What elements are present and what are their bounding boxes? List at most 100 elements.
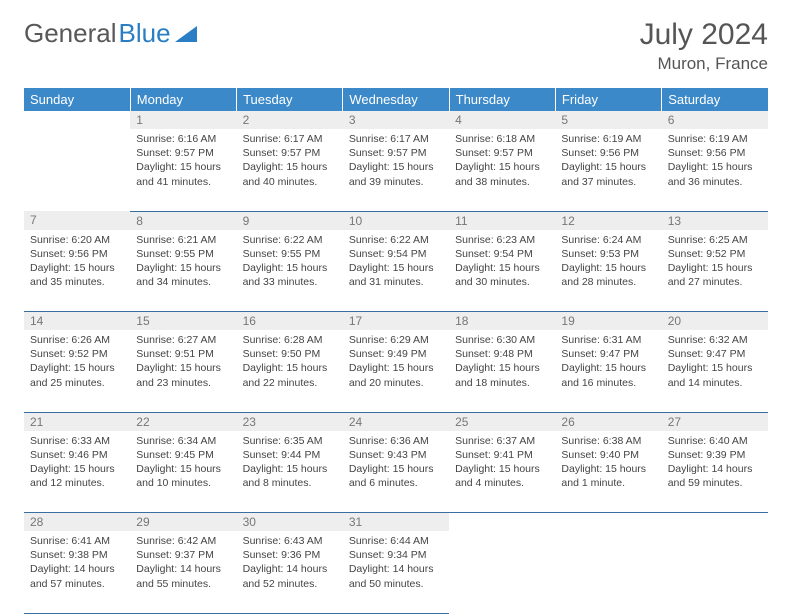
day-number-cell: 28 bbox=[24, 513, 130, 532]
day-body-row: Sunrise: 6:20 AMSunset: 9:56 PMDaylight:… bbox=[24, 230, 768, 312]
day-body-cell: Sunrise: 6:26 AMSunset: 9:52 PMDaylight:… bbox=[24, 330, 130, 412]
location: Muron, France bbox=[640, 54, 768, 74]
day-number-cell: 20 bbox=[662, 312, 768, 331]
day-number-cell: 14 bbox=[24, 312, 130, 331]
day-details: Sunrise: 6:44 AMSunset: 9:34 PMDaylight:… bbox=[343, 531, 449, 597]
weekday-header: Monday bbox=[130, 88, 236, 111]
day-body-cell: Sunrise: 6:17 AMSunset: 9:57 PMDaylight:… bbox=[343, 129, 449, 211]
day-details: Sunrise: 6:28 AMSunset: 9:50 PMDaylight:… bbox=[237, 330, 343, 396]
day-number-cell: 29 bbox=[130, 513, 236, 532]
day-details: Sunrise: 6:30 AMSunset: 9:48 PMDaylight:… bbox=[449, 330, 555, 396]
day-number-cell: 30 bbox=[237, 513, 343, 532]
weekday-header: Sunday bbox=[24, 88, 130, 111]
day-details: Sunrise: 6:34 AMSunset: 9:45 PMDaylight:… bbox=[130, 431, 236, 497]
day-body-cell: Sunrise: 6:22 AMSunset: 9:54 PMDaylight:… bbox=[343, 230, 449, 312]
day-number-cell: 7 bbox=[24, 211, 130, 230]
day-details: Sunrise: 6:16 AMSunset: 9:57 PMDaylight:… bbox=[130, 129, 236, 195]
day-body-cell: Sunrise: 6:16 AMSunset: 9:57 PMDaylight:… bbox=[130, 129, 236, 211]
day-number-row: 28293031 bbox=[24, 513, 768, 532]
day-number-cell bbox=[24, 111, 130, 129]
day-body-cell: Sunrise: 6:43 AMSunset: 9:36 PMDaylight:… bbox=[237, 531, 343, 613]
day-body-cell: Sunrise: 6:17 AMSunset: 9:57 PMDaylight:… bbox=[237, 129, 343, 211]
month-title: July 2024 bbox=[640, 18, 768, 52]
day-number-cell: 11 bbox=[449, 211, 555, 230]
weekday-header: Tuesday bbox=[237, 88, 343, 111]
day-details: Sunrise: 6:21 AMSunset: 9:55 PMDaylight:… bbox=[130, 230, 236, 296]
day-details: Sunrise: 6:37 AMSunset: 9:41 PMDaylight:… bbox=[449, 431, 555, 497]
day-details: Sunrise: 6:19 AMSunset: 9:56 PMDaylight:… bbox=[555, 129, 661, 195]
day-body-cell: Sunrise: 6:36 AMSunset: 9:43 PMDaylight:… bbox=[343, 431, 449, 513]
day-number-cell: 4 bbox=[449, 111, 555, 129]
day-number-cell bbox=[555, 513, 661, 532]
day-body-cell: Sunrise: 6:34 AMSunset: 9:45 PMDaylight:… bbox=[130, 431, 236, 513]
day-details: Sunrise: 6:24 AMSunset: 9:53 PMDaylight:… bbox=[555, 230, 661, 296]
weekday-header: Thursday bbox=[449, 88, 555, 111]
day-body-cell: Sunrise: 6:31 AMSunset: 9:47 PMDaylight:… bbox=[555, 330, 661, 412]
day-number-cell: 2 bbox=[237, 111, 343, 129]
day-body-cell: Sunrise: 6:42 AMSunset: 9:37 PMDaylight:… bbox=[130, 531, 236, 613]
day-body-cell: Sunrise: 6:29 AMSunset: 9:49 PMDaylight:… bbox=[343, 330, 449, 412]
day-number-cell: 9 bbox=[237, 211, 343, 230]
day-body-row: Sunrise: 6:33 AMSunset: 9:46 PMDaylight:… bbox=[24, 431, 768, 513]
day-number-row: 14151617181920 bbox=[24, 312, 768, 331]
day-number-cell: 3 bbox=[343, 111, 449, 129]
day-number-cell: 8 bbox=[130, 211, 236, 230]
logo: GeneralBlue bbox=[24, 18, 197, 49]
day-number-cell: 22 bbox=[130, 412, 236, 431]
day-details: Sunrise: 6:36 AMSunset: 9:43 PMDaylight:… bbox=[343, 431, 449, 497]
day-body-cell: Sunrise: 6:22 AMSunset: 9:55 PMDaylight:… bbox=[237, 230, 343, 312]
day-body-cell: Sunrise: 6:32 AMSunset: 9:47 PMDaylight:… bbox=[662, 330, 768, 412]
day-details: Sunrise: 6:32 AMSunset: 9:47 PMDaylight:… bbox=[662, 330, 768, 396]
day-number-cell: 10 bbox=[343, 211, 449, 230]
day-details: Sunrise: 6:27 AMSunset: 9:51 PMDaylight:… bbox=[130, 330, 236, 396]
day-body-cell: Sunrise: 6:30 AMSunset: 9:48 PMDaylight:… bbox=[449, 330, 555, 412]
day-details: Sunrise: 6:43 AMSunset: 9:36 PMDaylight:… bbox=[237, 531, 343, 597]
day-number-cell: 27 bbox=[662, 412, 768, 431]
day-number-cell: 12 bbox=[555, 211, 661, 230]
day-body-cell: Sunrise: 6:35 AMSunset: 9:44 PMDaylight:… bbox=[237, 431, 343, 513]
day-body-cell: Sunrise: 6:23 AMSunset: 9:54 PMDaylight:… bbox=[449, 230, 555, 312]
day-body-row: Sunrise: 6:16 AMSunset: 9:57 PMDaylight:… bbox=[24, 129, 768, 211]
day-details: Sunrise: 6:35 AMSunset: 9:44 PMDaylight:… bbox=[237, 431, 343, 497]
calendar-table: SundayMondayTuesdayWednesdayThursdayFrid… bbox=[24, 88, 768, 614]
day-number-cell: 6 bbox=[662, 111, 768, 129]
day-number-cell: 23 bbox=[237, 412, 343, 431]
calendar-head: SundayMondayTuesdayWednesdayThursdayFrid… bbox=[24, 88, 768, 111]
weekday-header: Saturday bbox=[662, 88, 768, 111]
day-body-cell bbox=[555, 531, 661, 613]
day-body-cell: Sunrise: 6:38 AMSunset: 9:40 PMDaylight:… bbox=[555, 431, 661, 513]
calendar-body: 123456Sunrise: 6:16 AMSunset: 9:57 PMDay… bbox=[24, 111, 768, 613]
day-number-cell: 1 bbox=[130, 111, 236, 129]
day-number-cell: 13 bbox=[662, 211, 768, 230]
day-body-cell: Sunrise: 6:24 AMSunset: 9:53 PMDaylight:… bbox=[555, 230, 661, 312]
day-number-cell bbox=[662, 513, 768, 532]
day-body-row: Sunrise: 6:41 AMSunset: 9:38 PMDaylight:… bbox=[24, 531, 768, 613]
day-details: Sunrise: 6:31 AMSunset: 9:47 PMDaylight:… bbox=[555, 330, 661, 396]
title-block: July 2024 Muron, France bbox=[640, 18, 768, 74]
day-details: Sunrise: 6:38 AMSunset: 9:40 PMDaylight:… bbox=[555, 431, 661, 497]
day-body-cell: Sunrise: 6:41 AMSunset: 9:38 PMDaylight:… bbox=[24, 531, 130, 613]
day-number-cell: 21 bbox=[24, 412, 130, 431]
day-details: Sunrise: 6:33 AMSunset: 9:46 PMDaylight:… bbox=[24, 431, 130, 497]
logo-text-1: General bbox=[24, 18, 117, 49]
day-number-cell: 26 bbox=[555, 412, 661, 431]
day-body-cell: Sunrise: 6:40 AMSunset: 9:39 PMDaylight:… bbox=[662, 431, 768, 513]
day-number-cell: 5 bbox=[555, 111, 661, 129]
day-details: Sunrise: 6:42 AMSunset: 9:37 PMDaylight:… bbox=[130, 531, 236, 597]
day-body-cell: Sunrise: 6:28 AMSunset: 9:50 PMDaylight:… bbox=[237, 330, 343, 412]
day-number-cell: 18 bbox=[449, 312, 555, 331]
day-body-cell: Sunrise: 6:37 AMSunset: 9:41 PMDaylight:… bbox=[449, 431, 555, 513]
day-number-cell: 19 bbox=[555, 312, 661, 331]
day-details: Sunrise: 6:17 AMSunset: 9:57 PMDaylight:… bbox=[343, 129, 449, 195]
day-details: Sunrise: 6:19 AMSunset: 9:56 PMDaylight:… bbox=[662, 129, 768, 195]
day-details: Sunrise: 6:23 AMSunset: 9:54 PMDaylight:… bbox=[449, 230, 555, 296]
day-body-cell: Sunrise: 6:27 AMSunset: 9:51 PMDaylight:… bbox=[130, 330, 236, 412]
day-body-cell: Sunrise: 6:33 AMSunset: 9:46 PMDaylight:… bbox=[24, 431, 130, 513]
day-number-cell: 17 bbox=[343, 312, 449, 331]
day-details: Sunrise: 6:25 AMSunset: 9:52 PMDaylight:… bbox=[662, 230, 768, 296]
day-details: Sunrise: 6:41 AMSunset: 9:38 PMDaylight:… bbox=[24, 531, 130, 597]
weekday-header: Friday bbox=[555, 88, 661, 111]
day-details: Sunrise: 6:18 AMSunset: 9:57 PMDaylight:… bbox=[449, 129, 555, 195]
day-body-cell bbox=[662, 531, 768, 613]
day-details: Sunrise: 6:17 AMSunset: 9:57 PMDaylight:… bbox=[237, 129, 343, 195]
